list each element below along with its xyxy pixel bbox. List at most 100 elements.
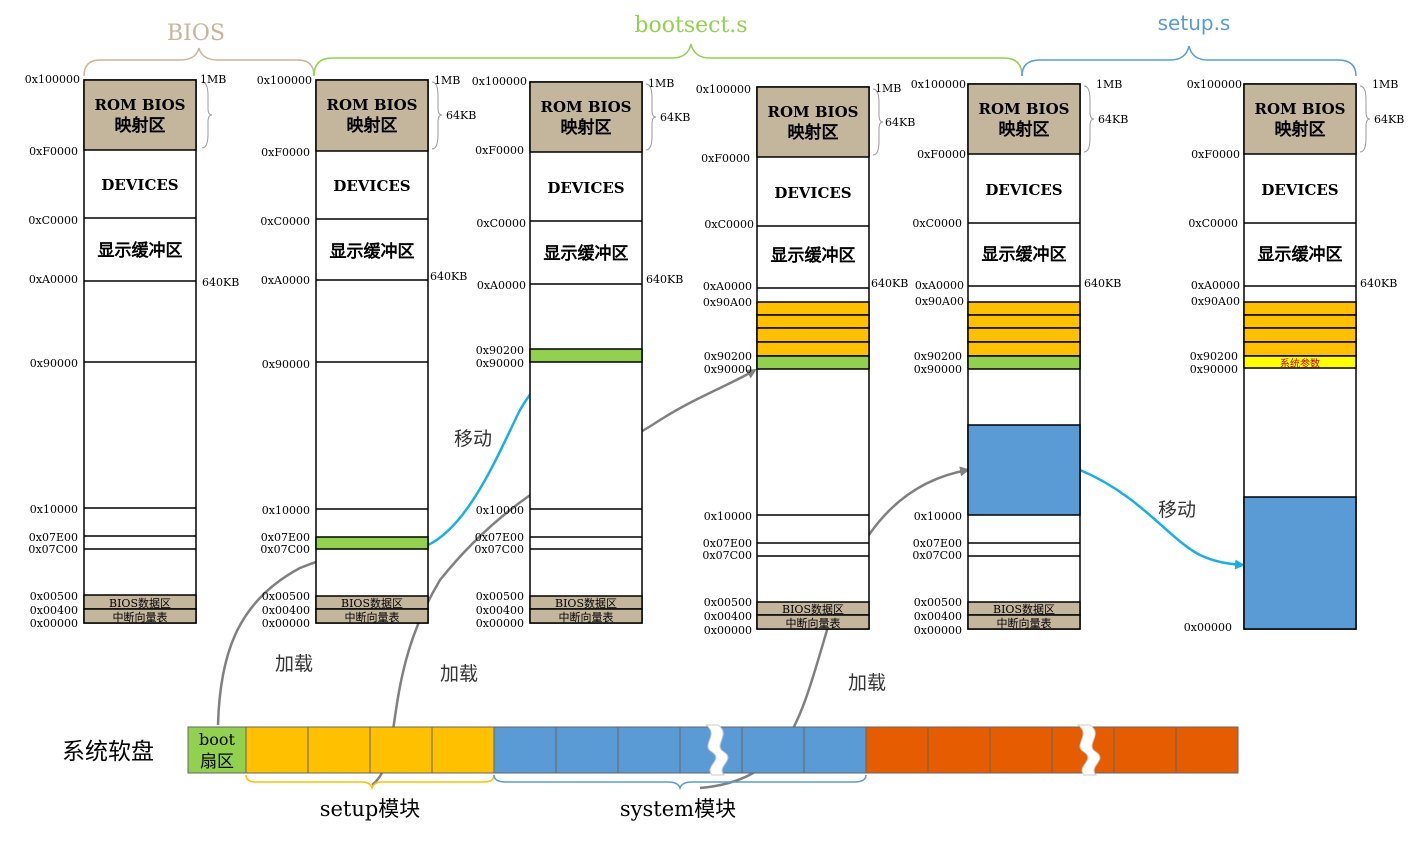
svg-text:0xC0000: 0xC0000 [1188, 217, 1238, 230]
svg-text:0x00000: 0x00000 [704, 624, 752, 637]
svg-text:0x07C00: 0x07C00 [260, 543, 310, 556]
memory-column-5: ROM BIOS 映射区 DEVICES 显示缓冲区 BIOS数据区 中断向量表… [911, 78, 1129, 637]
svg-text:中断向量表: 中断向量表 [559, 610, 614, 624]
memory-column-6: ROM BIOS 映射区 DEVICES 显示缓冲区 系统参数 1MB 64KB… [1184, 78, 1405, 634]
break-mark-rest [1076, 724, 1101, 776]
svg-text:0x00500: 0x00500 [30, 590, 78, 603]
phase-title-setup: setup.s [1158, 11, 1231, 35]
memory-column-4: ROM BIOS 映射区 DEVICES 显示缓冲区 BIOS数据区 中断向量表… [696, 82, 916, 637]
svg-text:1MB: 1MB [434, 74, 460, 87]
bootsect-brace [313, 43, 1023, 77]
svg-text:显示缓冲区: 显示缓冲区 [544, 243, 629, 264]
svg-text:0xC0000: 0xC0000 [476, 217, 526, 230]
svg-text:0xA0000: 0xA0000 [703, 280, 752, 293]
svg-text:0x00400: 0x00400 [262, 604, 310, 617]
boot-sector-cell [187, 726, 247, 774]
svg-text:ROM BIOS: ROM BIOS [95, 96, 186, 114]
svg-text:0xF0000: 0xF0000 [1191, 148, 1240, 161]
svg-text:0xA0000: 0xA0000 [261, 274, 310, 287]
svg-text:640KB: 640KB [430, 270, 467, 283]
svg-text:中断向量表: 中断向量表 [997, 616, 1052, 630]
svg-text:DEVICES: DEVICES [774, 184, 851, 202]
svg-text:0xA0000: 0xA0000 [29, 273, 78, 286]
svg-text:1MB: 1MB [1096, 78, 1122, 91]
svg-text:BIOS数据区: BIOS数据区 [555, 596, 617, 610]
phase-braces [83, 43, 1357, 77]
svg-text:映射区: 映射区 [115, 115, 166, 136]
svg-text:0x10000: 0x10000 [704, 510, 752, 523]
move-label-1: 移动 [454, 428, 492, 450]
svg-text:0x100000: 0x100000 [472, 75, 527, 88]
system-at-10000 [967, 424, 1081, 516]
load-label-3: 加载 [848, 672, 886, 694]
svg-text:640KB: 640KB [1360, 277, 1397, 290]
svg-text:0x00000: 0x00000 [914, 624, 962, 637]
svg-text:0x90000: 0x90000 [262, 358, 310, 371]
svg-text:中断向量表: 中断向量表 [786, 616, 841, 630]
arrow-load-setup [371, 368, 757, 786]
svg-text:0x100000: 0x100000 [696, 83, 751, 96]
svg-text:ROM BIOS: ROM BIOS [1255, 100, 1346, 118]
bootsect-at-7c00 [315, 536, 429, 550]
svg-text:扇区: 扇区 [200, 752, 234, 772]
system-params-region [1243, 355, 1357, 369]
svg-text:中断向量表: 中断向量表 [113, 610, 168, 624]
svg-text:0x90A00: 0x90A00 [1191, 295, 1240, 308]
svg-text:0x100000: 0x100000 [257, 74, 312, 87]
svg-text:1MB: 1MB [1372, 78, 1398, 91]
svg-text:0x07E00: 0x07E00 [913, 537, 962, 550]
svg-text:0x90000: 0x90000 [1190, 363, 1238, 376]
svg-text:64KB: 64KB [1374, 113, 1404, 126]
svg-text:0xA0000: 0xA0000 [477, 279, 526, 292]
svg-text:0x00400: 0x00400 [704, 610, 752, 623]
svg-text:0xF0000: 0xF0000 [917, 148, 966, 161]
load-label-1: 加载 [275, 653, 313, 675]
setup-module-label: setup模块 [320, 797, 421, 821]
svg-text:0x90000: 0x90000 [914, 363, 962, 376]
svg-text:显示缓冲区: 显示缓冲区 [98, 240, 183, 261]
phase-title-bios: BIOS [167, 21, 225, 46]
svg-text:0x90000: 0x90000 [30, 357, 78, 370]
svg-text:0x00500: 0x00500 [914, 596, 962, 609]
svg-text:0x07E00: 0x07E00 [475, 531, 524, 544]
system-floppy: 系统软盘 boot 扇区 setup模块 [62, 724, 1239, 821]
svg-text:64KB: 64KB [660, 111, 690, 124]
setup-brace [1021, 45, 1357, 77]
svg-text:0x10000: 0x10000 [914, 510, 962, 523]
system-module-brace [493, 774, 867, 791]
svg-text:0x100000: 0x100000 [911, 78, 966, 91]
bios-brace [83, 47, 315, 77]
svg-text:BIOS数据区: BIOS数据区 [341, 596, 403, 610]
svg-text:0xA0000: 0xA0000 [915, 279, 964, 292]
svg-text:显示缓冲区: 显示缓冲区 [330, 241, 415, 262]
svg-text:BIOS数据区: BIOS数据区 [782, 602, 844, 616]
svg-text:0x07C00: 0x07C00 [28, 543, 78, 556]
svg-text:ROM BIOS: ROM BIOS [979, 100, 1070, 118]
ivt-region [83, 608, 197, 624]
svg-text:中断向量表: 中断向量表 [345, 610, 400, 624]
svg-text:0xC0000: 0xC0000 [28, 214, 78, 227]
svg-text:0xC0000: 0xC0000 [704, 218, 754, 231]
svg-text:显示缓冲区: 显示缓冲区 [982, 244, 1067, 265]
memory-column-2: ROM BIOS 映射区 DEVICES 显示缓冲区 BIOS数据区 中断向量表… [257, 74, 477, 630]
svg-text:0x00000: 0x00000 [1184, 621, 1232, 634]
setup-module-cells [245, 726, 495, 774]
svg-text:DEVICES: DEVICES [547, 179, 624, 197]
svg-text:640KB: 640KB [646, 273, 683, 286]
svg-text:0x90000: 0x90000 [476, 357, 524, 370]
svg-text:0x90200: 0x90200 [476, 344, 524, 357]
load-label-2: 加载 [440, 663, 478, 685]
svg-text:映射区: 映射区 [788, 122, 839, 143]
svg-text:DEVICES: DEVICES [333, 177, 410, 195]
system-at-00000 [1243, 496, 1357, 630]
svg-text:ROM BIOS: ROM BIOS [768, 103, 859, 121]
svg-text:0x00000: 0x00000 [262, 617, 310, 630]
svg-text:0x00000: 0x00000 [476, 617, 524, 630]
svg-text:0x10000: 0x10000 [30, 503, 78, 516]
svg-text:1MB: 1MB [200, 73, 226, 86]
svg-text:0x10000: 0x10000 [262, 504, 310, 517]
svg-text:DEVICES: DEVICES [1261, 181, 1338, 199]
system-module-cells [493, 726, 867, 774]
svg-text:boot: boot [199, 730, 236, 749]
